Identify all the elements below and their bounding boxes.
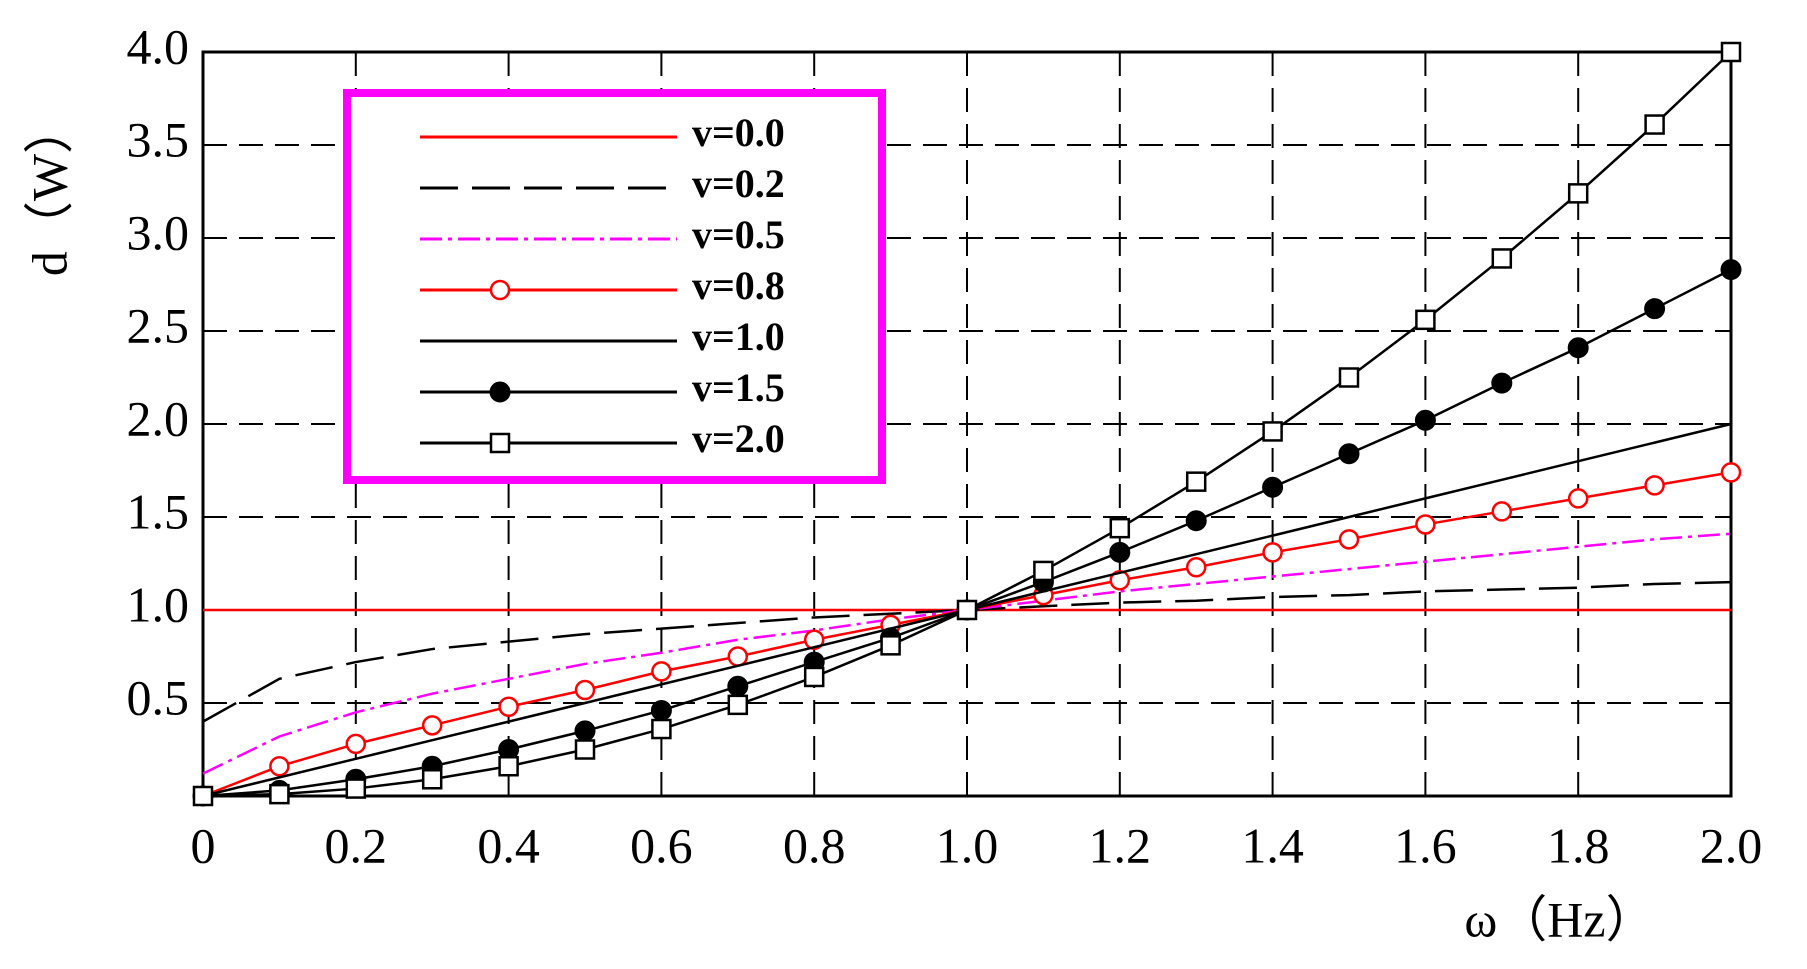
data-point [1415, 309, 1436, 331]
data-point [1109, 541, 1131, 563]
x-tick-label: 0.2 [325, 817, 388, 873]
data-point [956, 599, 978, 621]
legend-label: v=0.5 [692, 212, 785, 257]
y-tick-label: 4.0 [127, 18, 190, 74]
legend-label: v=1.5 [692, 365, 785, 410]
data-point [345, 778, 367, 799]
data-point [727, 646, 749, 667]
x-tick-label: 0.8 [783, 817, 846, 873]
x-tick-label: 2.0 [1700, 817, 1763, 873]
x-tick-label: 0 [191, 817, 216, 873]
data-point [1567, 488, 1589, 509]
data-point [880, 635, 901, 656]
data-point [803, 666, 825, 688]
y-axis-label: d（W） [21, 104, 77, 276]
data-point [1491, 248, 1513, 269]
data-point [269, 783, 290, 805]
legend-marker [489, 279, 511, 301]
data-point [574, 720, 596, 742]
data-point [345, 733, 367, 755]
data-point [1338, 367, 1360, 388]
series-line [202, 580, 1732, 723]
y-tick-label: 3.5 [127, 111, 190, 167]
legend-label: v=0.8 [692, 263, 785, 308]
data-point [1185, 471, 1207, 492]
data-point [421, 715, 443, 736]
x-tick-label: 0.6 [630, 817, 693, 873]
y-tick-label: 0.5 [127, 669, 190, 725]
data-point [1338, 443, 1360, 465]
legend-label: v=1.0 [692, 314, 785, 359]
data-point [421, 769, 443, 790]
data-point [1644, 298, 1666, 320]
data-point [1415, 514, 1436, 535]
data-point [1414, 409, 1436, 431]
data-point [1262, 421, 1283, 442]
data-point [1644, 114, 1665, 135]
y-tick-label: 2.5 [127, 297, 190, 353]
x-tick-label: 1.6 [1394, 817, 1457, 873]
data-point [498, 696, 519, 717]
y-tick-label: 1.0 [127, 576, 190, 632]
series-line [202, 532, 1732, 775]
legend-label: v=0.2 [692, 161, 785, 206]
legend-marker [489, 381, 511, 403]
x-tick-label: 1.0 [936, 817, 999, 873]
data-point [727, 694, 749, 716]
data-point [269, 755, 290, 777]
data-point [1338, 529, 1360, 550]
legend-marker [489, 432, 511, 454]
y-tick-label: 3.0 [127, 204, 190, 260]
data-point [727, 675, 749, 697]
data-point [1491, 372, 1513, 394]
y-tick-label: 2.0 [127, 390, 190, 446]
legend-label: v=0.0 [692, 110, 785, 155]
y-tick-label: 1.5 [127, 483, 190, 539]
x-tick-label: 1.8 [1547, 817, 1610, 873]
legend-box [343, 89, 886, 484]
data-point [498, 755, 519, 777]
data-point [574, 739, 596, 760]
x-tick-label: 0.4 [477, 817, 540, 873]
data-point [1109, 517, 1131, 539]
data-point [1109, 569, 1131, 591]
data-point [1185, 510, 1207, 532]
data-point [803, 629, 825, 651]
data-point [1262, 542, 1283, 563]
x-tick-label: 1.2 [1089, 817, 1152, 873]
data-point [651, 661, 672, 682]
data-point [1185, 556, 1207, 578]
data-point [1644, 475, 1665, 496]
data-point [1567, 337, 1589, 359]
data-point [1491, 501, 1513, 522]
legend-label: v=2.0 [692, 416, 785, 461]
data-point [574, 679, 596, 701]
data-point [1720, 259, 1742, 281]
x-axis-label: ω（Hz） [1464, 891, 1655, 947]
data-point [1720, 462, 1742, 483]
data-point [1033, 560, 1054, 582]
data-point [1262, 476, 1284, 498]
data-point [650, 699, 672, 721]
x-tick-label: 1.4 [1241, 817, 1304, 873]
data-point [192, 785, 214, 807]
data-point [651, 718, 672, 740]
data-point [1720, 41, 1742, 63]
data-point [1567, 183, 1589, 204]
